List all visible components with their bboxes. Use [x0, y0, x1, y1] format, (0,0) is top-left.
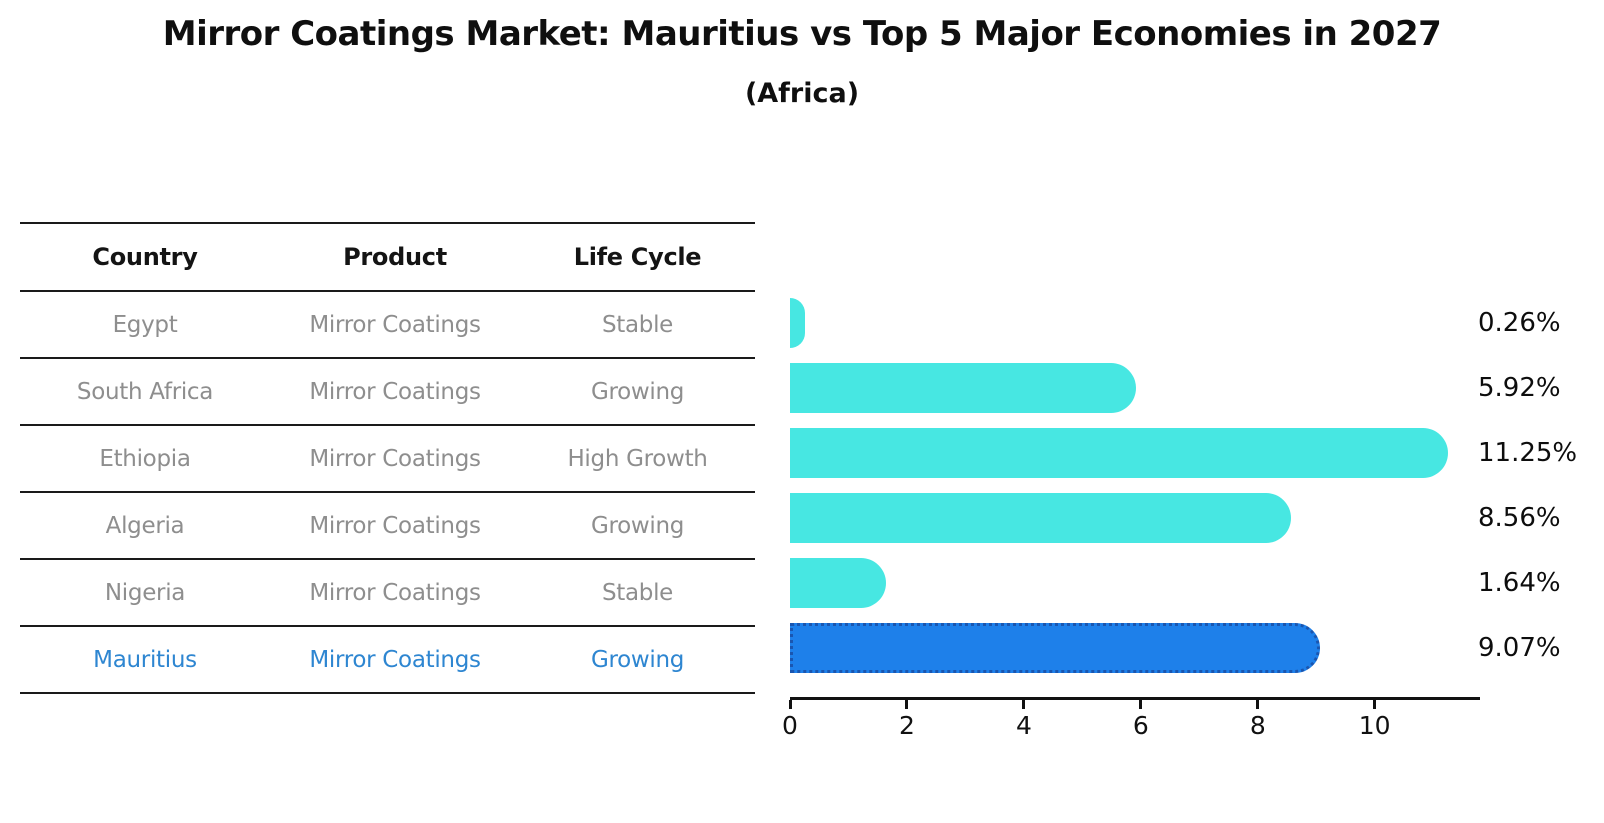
x-axis-tick-label: 0	[782, 711, 798, 740]
cell-country: Mauritius	[93, 646, 197, 673]
table-row-highlighted: Mauritius Mirror Coatings Growing	[20, 627, 755, 694]
cell-product: Mirror Coatings	[309, 378, 481, 405]
x-axis-tick-label: 6	[1132, 711, 1149, 740]
value-label: 1.64%	[1478, 568, 1561, 598]
cell-product: Mirror Coatings	[309, 512, 481, 539]
x-axis-tick	[1256, 700, 1260, 709]
x-axis-tick-label: 10	[1358, 711, 1391, 740]
bar-algeria	[790, 493, 1291, 543]
cell-product: Mirror Coatings	[309, 646, 481, 673]
table-header-row: Country Product Life Cycle	[20, 224, 755, 292]
cell-life-cycle: Growing	[590, 646, 685, 673]
comparison-table: Country Product Life Cycle Egypt Mirror …	[20, 222, 755, 694]
bar-nigeria	[790, 558, 886, 608]
header-cell-product: Product	[343, 243, 447, 271]
x-axis-tick-label: 2	[898, 711, 915, 740]
cell-life-cycle: Stable	[601, 311, 674, 338]
x-axis-tick	[1373, 700, 1377, 709]
bar-chart: 0.26% 5.92% 11.25% 8.56% 1.64% 9.07% 0 2…	[782, 0, 1604, 823]
table-row: Nigeria Mirror Coatings Stable	[20, 560, 755, 627]
bar-south-africa	[790, 363, 1137, 413]
cell-life-cycle: Growing	[590, 378, 685, 405]
value-label: 11.25%	[1478, 438, 1578, 468]
cell-country: Egypt	[112, 311, 178, 338]
cell-product: Mirror Coatings	[309, 445, 481, 472]
cell-product: Mirror Coatings	[309, 579, 481, 606]
chart-subtitle: (Africa)	[744, 78, 860, 109]
cell-country: Algeria	[105, 512, 185, 539]
bar-mauritius-highlighted	[790, 623, 1321, 673]
cell-life-cycle: High Growth	[567, 445, 708, 472]
value-label: 8.56%	[1478, 503, 1561, 533]
bar-egypt	[790, 298, 806, 348]
cell-country: Nigeria	[104, 579, 186, 606]
x-axis-line	[790, 697, 1480, 700]
bar-ethiopia	[790, 428, 1448, 478]
table-row: South Africa Mirror Coatings Growing	[20, 359, 755, 426]
cell-country: Ethiopia	[99, 445, 191, 472]
value-label: 0.26%	[1478, 308, 1561, 338]
cell-product: Mirror Coatings	[309, 311, 481, 338]
value-label: 9.07%	[1478, 633, 1561, 663]
header-cell-life-cycle: Life Cycle	[573, 243, 702, 271]
cell-life-cycle: Stable	[601, 579, 674, 606]
x-axis-tick	[905, 700, 909, 709]
x-axis-tick	[1022, 700, 1026, 709]
header-cell-country: Country	[92, 243, 198, 271]
value-label: 5.92%	[1478, 373, 1561, 403]
x-axis-tick-label: 4	[1015, 711, 1032, 740]
cell-country: South Africa	[76, 378, 214, 405]
table-row: Egypt Mirror Coatings Stable	[20, 292, 755, 359]
table-row: Algeria Mirror Coatings Growing	[20, 493, 755, 560]
x-axis-tick	[788, 700, 792, 709]
cell-life-cycle: Growing	[590, 512, 685, 539]
table-row: Ethiopia Mirror Coatings High Growth	[20, 426, 755, 493]
chart-title: Mirror Coatings Market: Mauritius vs Top…	[162, 14, 1442, 54]
x-axis-tick-label: 8	[1249, 711, 1266, 740]
x-axis-tick	[1139, 700, 1143, 709]
